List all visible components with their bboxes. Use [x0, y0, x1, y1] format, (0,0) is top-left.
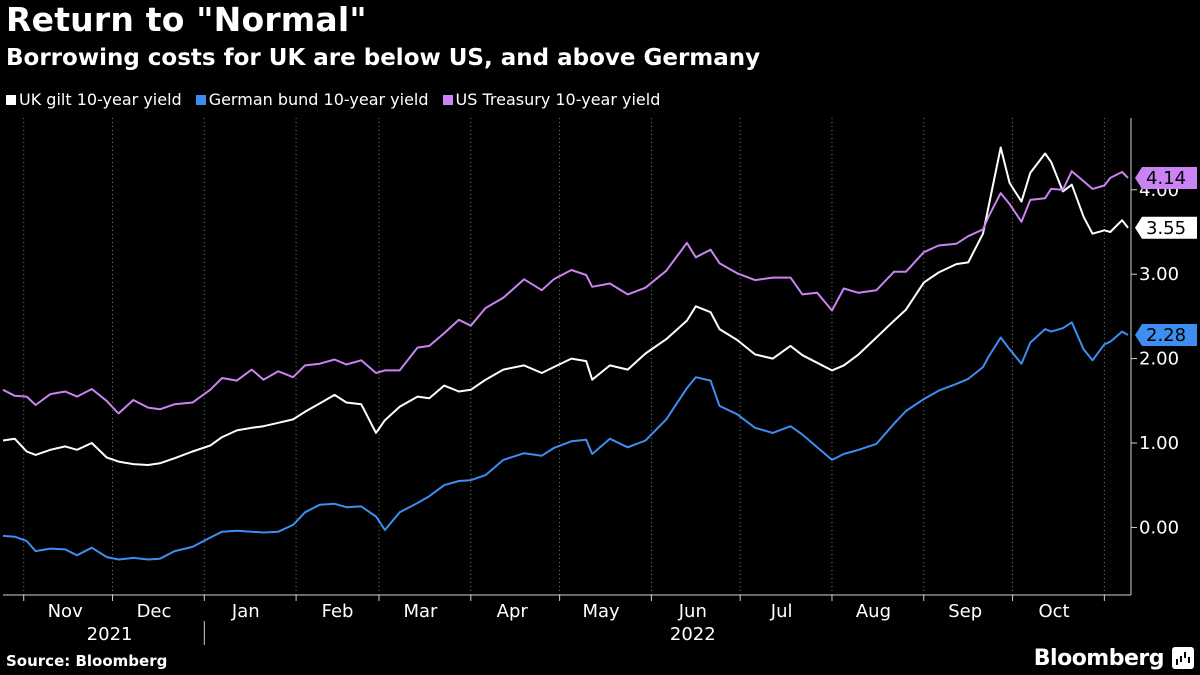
legend-swatch-uk	[6, 94, 16, 105]
y-tick-label: 3.00	[1139, 264, 1179, 285]
x-tick-label: Oct	[1038, 601, 1069, 622]
brand-logo: Bloomberg	[1033, 646, 1165, 671]
x-tick-label: Nov	[48, 601, 83, 622]
legend-item-uk: UK gilt 10-year yield	[6, 90, 182, 109]
legend-label-germany: German bund 10-year yield	[208, 90, 429, 109]
x-tick-label: Apr	[497, 601, 529, 622]
end-value-label: 3.55	[1146, 218, 1186, 239]
y-tick-label: 0.00	[1139, 517, 1179, 538]
x-tick-label: Feb	[322, 601, 354, 622]
x-tick-label: Dec	[137, 601, 172, 622]
grid-layer	[23, 118, 1105, 595]
end-value-label: 4.14	[1146, 168, 1186, 189]
bloomberg-terminal-icon	[1172, 647, 1194, 669]
chart-title: Return to "Normal"	[6, 0, 367, 39]
x-tick-label: Jul	[770, 601, 793, 622]
end-label-flag	[1135, 216, 1197, 239]
series-line	[2, 146, 1129, 466]
legend-swatch-germany	[195, 94, 206, 105]
end-value-label: 2.28	[1146, 325, 1186, 346]
end-label-layer: 3.55 2.28 4.14	[1135, 166, 1197, 346]
y-tick-label: 2.00	[1139, 349, 1179, 370]
x-tick-label: Jun	[678, 601, 707, 622]
series-layer	[2, 146, 1129, 561]
series-line	[2, 170, 1129, 415]
x-tick-label: Sep	[948, 601, 982, 622]
year-label: 2022	[670, 624, 716, 645]
chart-subtitle: Borrowing costs for UK are below US, and…	[6, 45, 761, 71]
end-label-flag	[1135, 323, 1197, 346]
source-note: Source: Bloomberg	[6, 652, 168, 670]
x-tick-label: Mar	[403, 601, 438, 622]
legend-swatch-us	[442, 94, 453, 105]
y-tick-label: 1.00	[1139, 433, 1179, 454]
legend-label-uk: UK gilt 10-year yield	[19, 90, 182, 109]
series-line	[2, 321, 1129, 561]
x-tick-label: Jan	[231, 601, 260, 622]
legend-item-germany: German bund 10-year yield	[195, 90, 429, 109]
legend-item-us: US Treasury 10-year yield	[442, 90, 661, 109]
end-label-flag	[1135, 166, 1197, 189]
x-tick-label: May	[582, 601, 620, 622]
x-tick-label: Aug	[856, 601, 891, 622]
year-label: 2021	[87, 624, 133, 645]
chart-legend: UK gilt 10-year yield German bund 10-yea…	[6, 90, 660, 109]
legend-label-us: US Treasury 10-year yield	[455, 90, 661, 109]
